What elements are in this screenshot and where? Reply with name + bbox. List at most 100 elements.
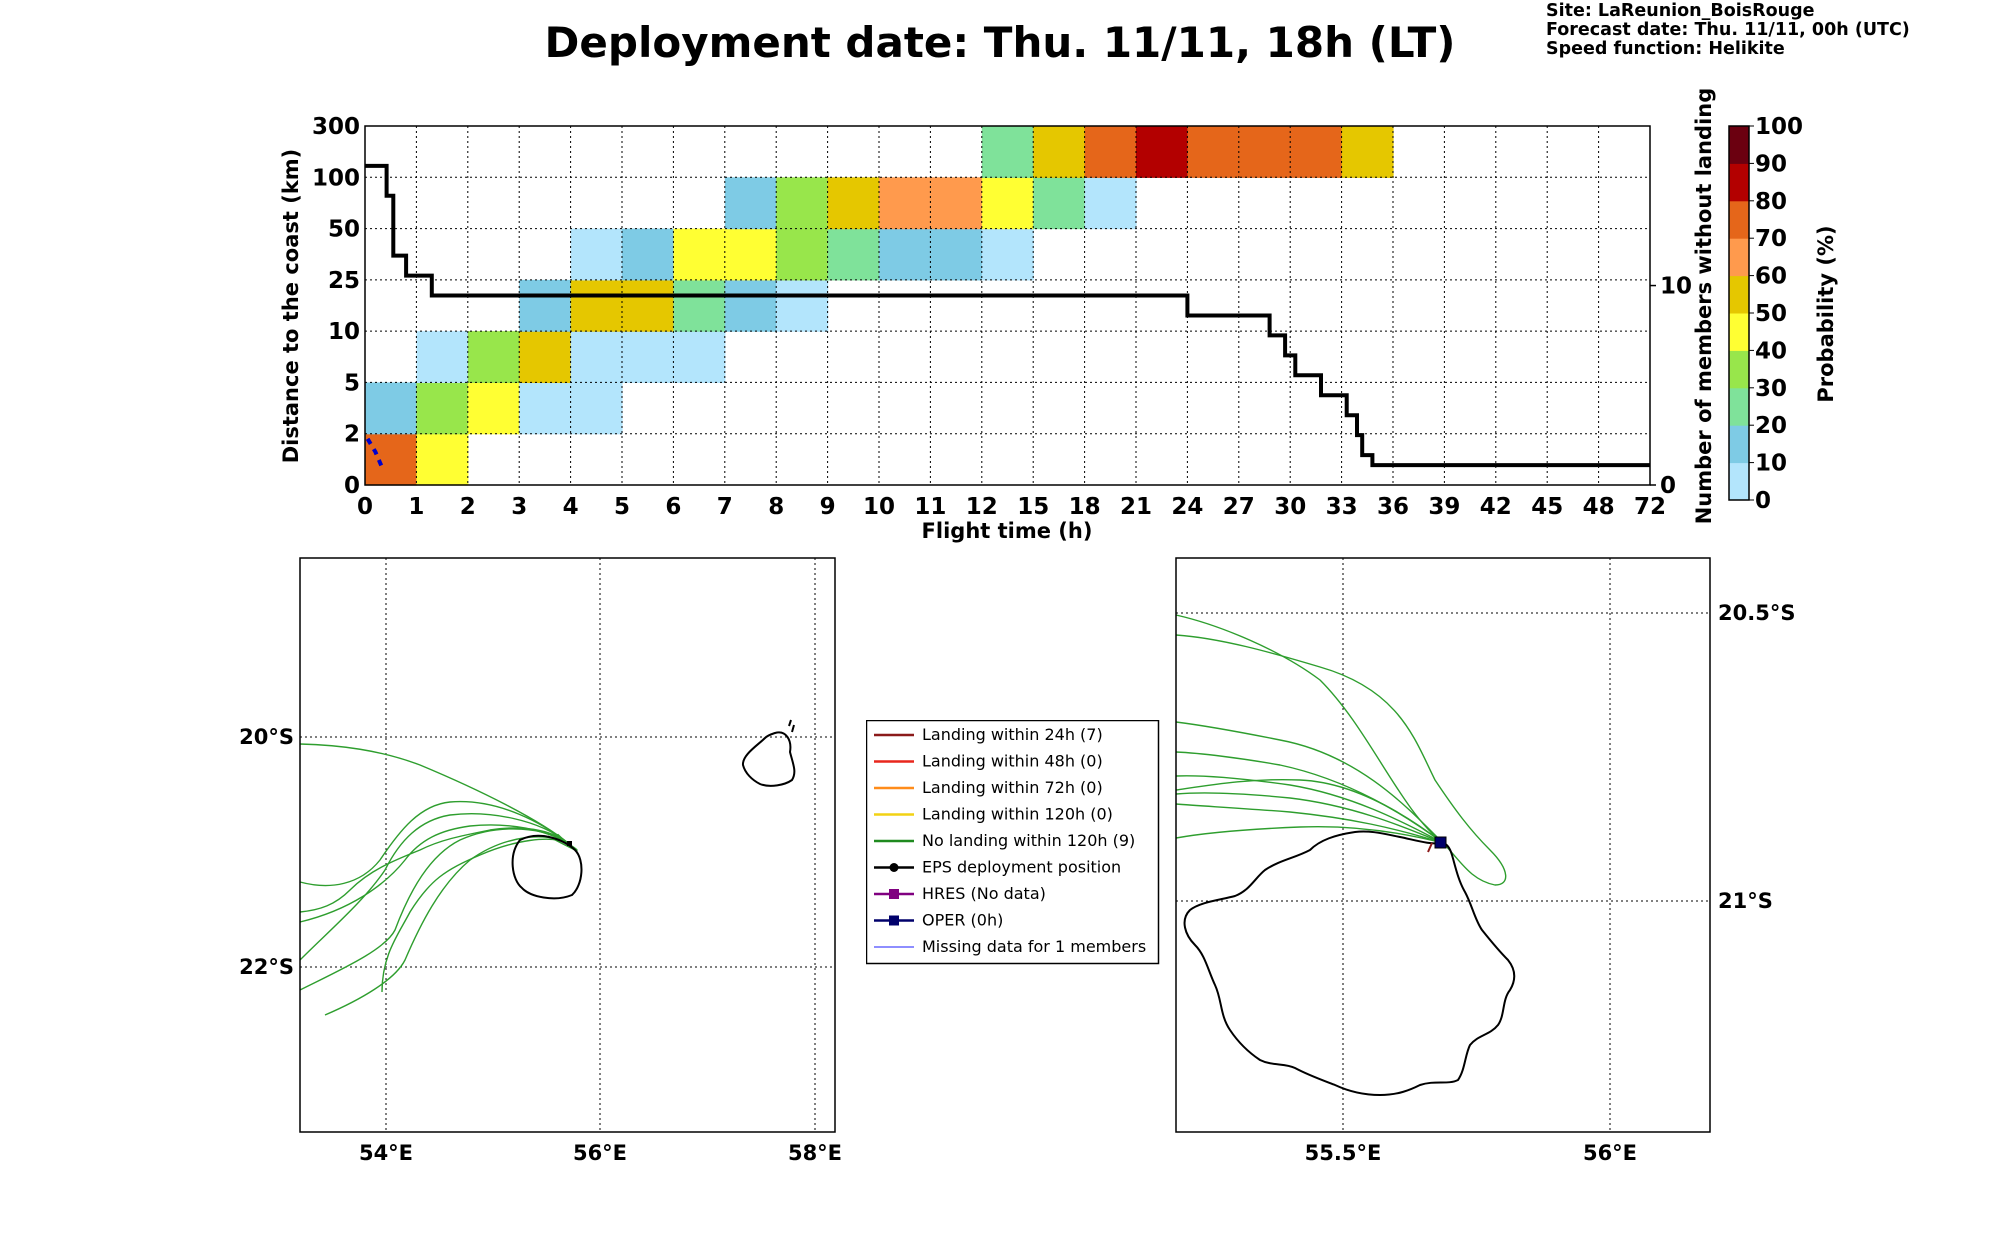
speed-function-label: Speed function: Helikite	[1546, 39, 1785, 59]
members-without-landing-line	[365, 163, 1650, 468]
heatmap-cell	[519, 382, 572, 435]
x-tick-label: 72	[1634, 494, 1666, 520]
legend-marker-circle	[889, 863, 899, 872]
legend-marker-square	[889, 915, 899, 926]
x-tick-label: 9	[820, 494, 836, 520]
heatmap-cell	[365, 433, 417, 486]
trajectory-line	[299, 743, 569, 844]
trajectory-line	[1175, 614, 1444, 844]
heatmap-cell	[416, 433, 469, 486]
y2-axis-label: Number of members without landing	[1692, 88, 1716, 525]
heatmap-cell	[673, 279, 726, 332]
lat-tick-label: 20°S	[239, 725, 294, 749]
colorbar-tick-label: 30	[1755, 376, 1787, 402]
heatmap-cell	[724, 279, 777, 332]
local-trajectory-map: 55.5°E 56°E 20.5°S 21°S	[1175, 557, 1795, 1165]
trajectory-line	[547, 834, 578, 852]
heatmap-cell	[1033, 126, 1086, 178]
legend-label: Landing within 120h (0)	[922, 805, 1113, 824]
run-info: Site: LaReunion_BoisRouge Forecast date:…	[1546, 2, 1910, 59]
x-tick-label: 15	[1017, 494, 1049, 520]
trajectory-line	[1175, 778, 1444, 844]
trajectory-line	[1175, 792, 1444, 844]
colorbar-tick-label: 40	[1755, 338, 1787, 364]
colorbar-segment	[1729, 163, 1749, 202]
heatmap-cell	[519, 279, 572, 332]
legend-marker-square	[889, 889, 899, 899]
heatmap-cell	[622, 279, 674, 332]
lon-tick-label: 56°E	[573, 1141, 627, 1165]
legend-label: EPS deployment position	[922, 858, 1121, 877]
legend-label: Landing within 48h (0)	[922, 752, 1103, 771]
x-tick-label: 11	[914, 494, 946, 520]
x-tick-label: 4	[563, 494, 579, 520]
trajectory-line	[324, 836, 569, 1016]
heatmap-cell	[930, 228, 983, 281]
heatmap-cell	[981, 177, 1034, 230]
trajectory-line	[1175, 721, 1444, 844]
heatmap-cell	[673, 228, 726, 281]
mauritius-islets	[788, 719, 795, 733]
x-tick-label: 45	[1531, 494, 1563, 520]
colorbar-segment	[1729, 275, 1749, 314]
page-title: Deployment date: Thu. 11/11, 18h (LT)	[544, 18, 1456, 67]
heatmap-cell	[1341, 126, 1394, 178]
heatmap-cell	[879, 228, 931, 281]
site-label: Site: LaReunion_BoisRouge	[1546, 1, 1815, 21]
heatmap-cell	[622, 331, 674, 384]
lat-tick-label: 20.5°S	[1718, 601, 1795, 625]
heatmap-cell	[1084, 126, 1137, 178]
x-tick-label: 48	[1583, 494, 1615, 520]
colorbar-segment	[1729, 350, 1749, 389]
ensemble-trajectories	[1175, 614, 1507, 886]
heatmap-cell	[1033, 177, 1086, 230]
colorbar-tick-label: 70	[1755, 226, 1787, 252]
heatmap-cells	[365, 126, 1394, 486]
x-tick-label: 2	[460, 494, 476, 520]
heatmap-cell	[570, 382, 623, 435]
lon-tick-label: 54°E	[359, 1141, 413, 1165]
legend-label: Landing within 24h (7)	[922, 725, 1103, 744]
y-tick-label: 50	[328, 217, 360, 243]
colorbar-segment	[1729, 462, 1749, 501]
heatmap-cell	[776, 177, 829, 230]
x-tick-label: 7	[717, 494, 733, 520]
x-axis-label: Flight time (h)	[922, 519, 1093, 543]
regional-trajectory-map: 54°E 56°E 58°E 20°S 22°S	[239, 557, 842, 1165]
colorbar-tick-label: 80	[1755, 189, 1787, 215]
y-tick-label: 300	[312, 114, 360, 140]
x-tick-label: 1	[408, 494, 424, 520]
colorbar-tick-label: 60	[1755, 264, 1787, 290]
x-tick-label: 36	[1377, 494, 1409, 520]
x-tick-label: 6	[665, 494, 681, 520]
x-tick-label: 24	[1171, 494, 1203, 520]
oper-position-marker	[1434, 836, 1447, 849]
colorbar-tick-label: 90	[1755, 151, 1787, 177]
heatmap-cell	[1084, 177, 1137, 230]
heatmap-cell	[827, 228, 880, 281]
lon-tick-label: 55.5°E	[1305, 1141, 1382, 1165]
trajectory-line	[299, 828, 569, 991]
colorbar-segment	[1729, 126, 1749, 164]
heatmap-cell	[416, 382, 469, 435]
legend-label: Missing data for 1 members	[922, 937, 1146, 956]
trajectory-line	[299, 824, 569, 923]
trajectory-line	[1175, 825, 1444, 844]
y-tick-label: 100	[312, 165, 360, 191]
ensemble-trajectories	[299, 743, 578, 1016]
x-tick-label: 10	[863, 494, 895, 520]
colorbar-tick-label: 20	[1755, 413, 1787, 439]
colorbar	[1728, 125, 1750, 501]
deployment-marker	[567, 841, 572, 846]
y-tick-label: 2	[344, 422, 360, 448]
legend-label: HRES (No data)	[922, 884, 1046, 903]
x-tick-label: 18	[1069, 494, 1101, 520]
heatmap-cell	[519, 331, 572, 384]
heatmap-cell	[570, 228, 623, 281]
landing-trajectory-segment	[1427, 842, 1433, 853]
trajectory-line	[381, 838, 569, 993]
y-tick-label: 0	[344, 473, 360, 499]
y-tick-label: 5	[344, 370, 360, 396]
heatmap-cell	[776, 228, 829, 281]
